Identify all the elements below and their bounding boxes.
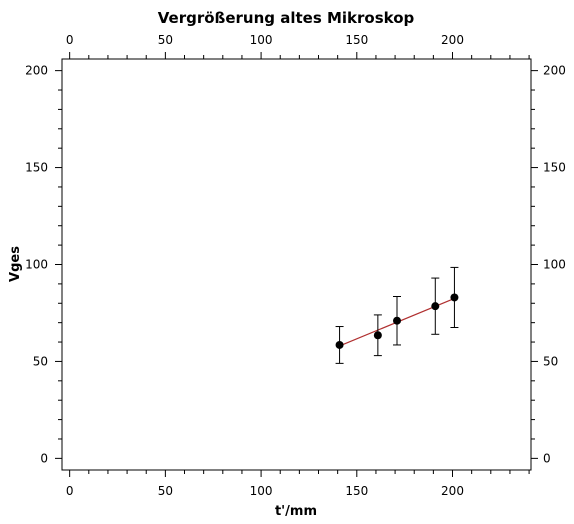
data-points bbox=[335, 293, 459, 349]
y-tick-label: 150 bbox=[25, 161, 48, 175]
x-top-tick-label: 150 bbox=[345, 33, 368, 47]
data-point bbox=[393, 316, 401, 325]
y-right-tick-label: 0 bbox=[543, 451, 551, 465]
error-bars bbox=[335, 266, 459, 364]
x-top-tick-label: 50 bbox=[158, 33, 173, 47]
tick-labels: 0 0 50 50 100 100 150 150 200 200 0 0 50 50 100 100 150 1… bbox=[25, 33, 566, 498]
y-tick-label: 0 bbox=[40, 451, 48, 465]
y-tick-label: 100 bbox=[25, 258, 48, 272]
chart-title: Vergrößerung altes Mikroskop bbox=[158, 9, 415, 27]
x-tick-label: 0 bbox=[66, 484, 74, 498]
data-point bbox=[431, 302, 440, 311]
y-tick-label: 50 bbox=[33, 354, 48, 368]
y-right-tick-label: 100 bbox=[543, 258, 566, 272]
x-tick-label: 150 bbox=[345, 484, 368, 498]
x-tick-label: 50 bbox=[158, 484, 173, 498]
x-top-tick-label: 200 bbox=[441, 33, 464, 47]
data-point bbox=[450, 293, 459, 302]
y-tick-label: 200 bbox=[25, 64, 48, 78]
y-axis-label: Vges bbox=[8, 246, 23, 282]
x-tick-label: 100 bbox=[250, 484, 273, 498]
y-right-tick-label: 150 bbox=[543, 161, 566, 175]
x-top-tick-label: 0 bbox=[66, 33, 74, 47]
x-axis-label: t'/mm bbox=[275, 504, 317, 519]
data-point bbox=[335, 340, 344, 349]
x-top-tick-label: 100 bbox=[250, 33, 273, 47]
data-point bbox=[373, 331, 382, 340]
y-right-tick-label: 50 bbox=[543, 354, 558, 368]
x-tick-label: 200 bbox=[441, 484, 464, 498]
y-right-tick-label: 200 bbox=[543, 64, 566, 78]
plot-frame bbox=[61, 58, 532, 471]
tick-marks bbox=[55, 52, 538, 477]
